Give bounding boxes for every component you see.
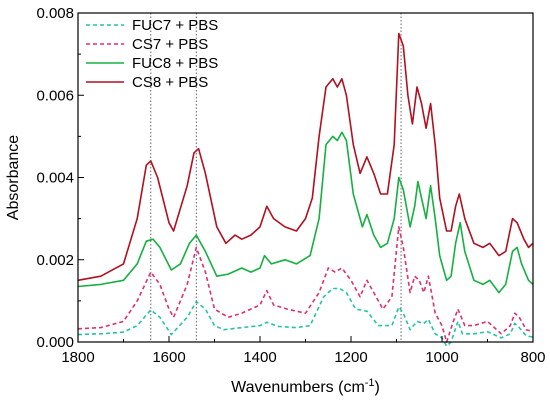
series-line <box>77 226 534 343</box>
x-axis-title: Wavenumbers (cm-1) <box>231 377 380 396</box>
y-tick-label: 0.000 <box>36 334 74 351</box>
x-tick-label: 1200 <box>334 349 367 366</box>
y-tick-label: 0.002 <box>36 252 74 269</box>
x-tick-label: 1800 <box>61 349 94 366</box>
x-axis-title-main: Wavenumbers (cm <box>231 379 365 396</box>
legend: FUC7 + PBS CS7 + PBS FUC8 + PBS CS8 + PBS <box>86 17 218 91</box>
reference-lines <box>150 13 402 342</box>
x-axis-title-end: ) <box>375 379 380 396</box>
series-line <box>77 32 534 282</box>
x-axis-ticks: 1800 1600 1400 1200 1000 800 <box>61 336 546 366</box>
legend-label: CS7 + PBS <box>132 36 208 53</box>
series-layer <box>77 32 534 347</box>
y-tick-label: 0.008 <box>36 5 74 22</box>
legend-label: FUC8 + PBS <box>132 55 218 72</box>
y-tick-label: 0.006 <box>36 87 74 104</box>
legend-label: FUC7 + PBS <box>132 17 218 34</box>
legend-label: CS8 + PBS <box>132 74 208 91</box>
x-tick-label: 1400 <box>243 349 276 366</box>
x-axis-title-sup: -1 <box>365 377 375 389</box>
series-line <box>77 131 534 294</box>
x-tick-label: 1000 <box>425 349 458 366</box>
series-line <box>77 287 534 347</box>
y-axis-title: Absorbance <box>5 135 22 220</box>
y-tick-label: 0.004 <box>36 170 74 187</box>
x-tick-label: 1600 <box>152 349 185 366</box>
x-tick-label: 800 <box>520 349 545 366</box>
y-axis-ticks: 0.000 0.002 0.004 0.006 0.008 <box>36 5 84 351</box>
